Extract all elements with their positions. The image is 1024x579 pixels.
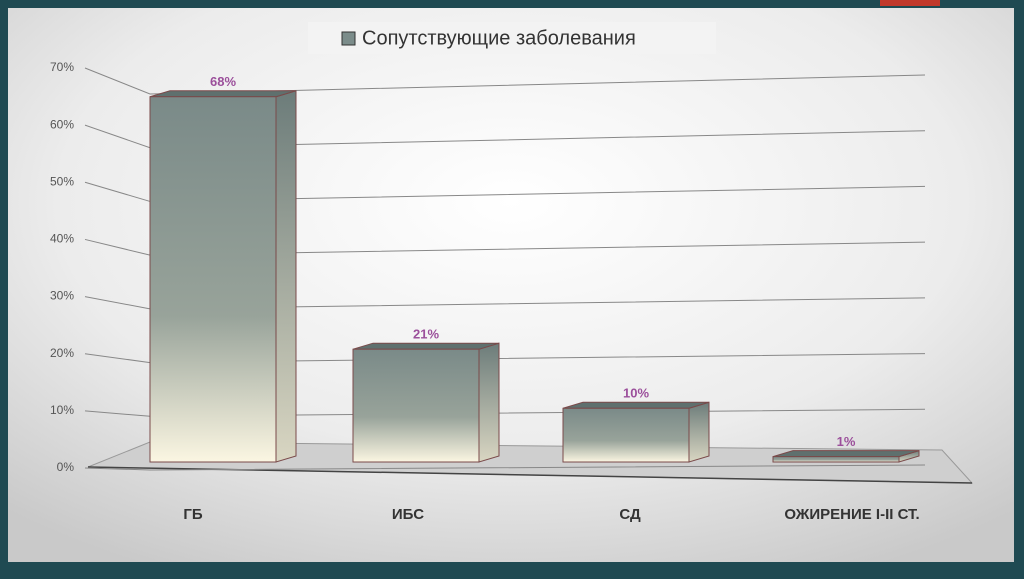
bar: [562, 407, 690, 463]
y-tick-label: 50%: [50, 174, 74, 188]
legend-label: Сопутствующие заболевания: [362, 27, 636, 49]
x-tick-label: ОЖИРЕНИЕ I-II СТ.: [784, 506, 919, 523]
y-tick-label: 70%: [50, 60, 74, 74]
y-tick-label: 0%: [57, 460, 75, 474]
bar: [352, 348, 480, 463]
bar-side: [688, 401, 710, 463]
data-label: 10%: [623, 386, 649, 401]
data-label: 68%: [210, 74, 236, 89]
y-tick-label: 10%: [50, 403, 74, 417]
y-tick-label: 20%: [50, 346, 74, 360]
x-tick-label: ИБС: [392, 506, 424, 523]
bar-top: [562, 401, 710, 409]
grid-line: [84, 67, 926, 95]
bar: [772, 456, 900, 463]
x-tick-label: СД: [619, 506, 641, 523]
bar-side: [275, 90, 297, 463]
y-tick-label: 60%: [50, 117, 74, 131]
data-label: 1%: [837, 434, 856, 449]
bar: [149, 96, 277, 463]
bar-top: [149, 90, 297, 98]
bar-top: [772, 450, 920, 458]
y-tick-label: 30%: [50, 289, 74, 303]
legend: [308, 22, 716, 54]
grid-line: [84, 464, 926, 471]
accent: [880, 0, 940, 6]
x-tick-label: ГБ: [183, 506, 203, 523]
data-label: 21%: [413, 327, 439, 342]
bar-top: [352, 342, 500, 350]
bar-side: [478, 342, 500, 463]
legend-swatch: [341, 31, 356, 46]
y-tick-label: 40%: [50, 232, 74, 246]
